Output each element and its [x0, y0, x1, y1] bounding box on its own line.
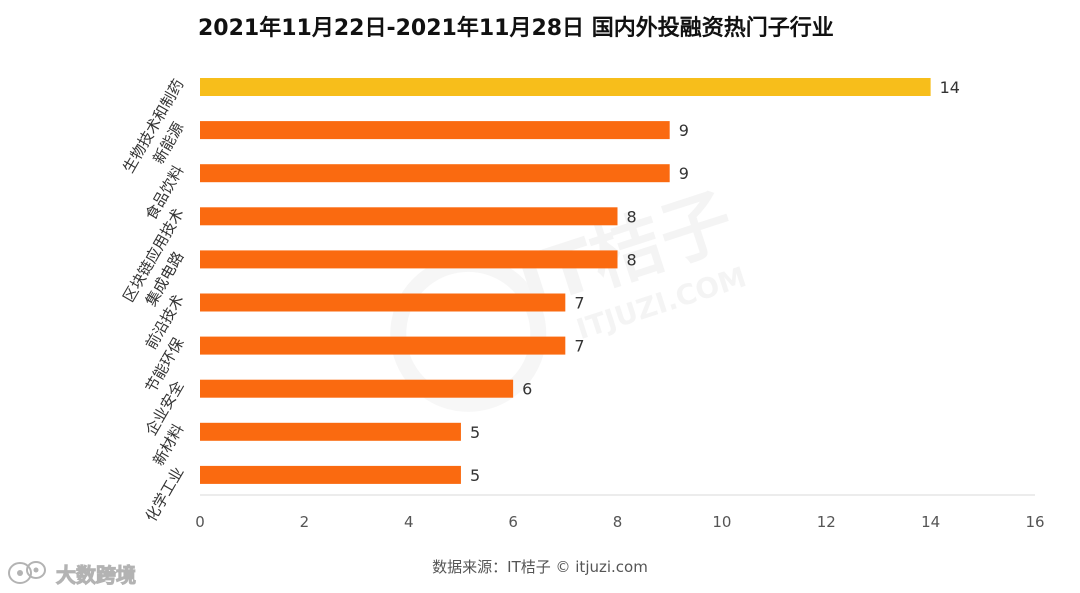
- x-tick-label: 4: [404, 513, 414, 531]
- value-label: 8: [627, 207, 637, 226]
- value-label: 7: [574, 294, 584, 313]
- category-labels-layer: 生物技术和制药新能源食品饮料区块链应用技术集成电路前沿技术节能环保企业安全新材料…: [119, 76, 187, 525]
- value-labels-layer: 14 9 9 8 8 7 7 6 5 5: [470, 78, 960, 485]
- x-tick-label: 14: [921, 513, 940, 531]
- value-label: 8: [627, 250, 637, 269]
- value-label: 9: [679, 121, 689, 140]
- value-label: 9: [679, 164, 689, 183]
- bar: [200, 379, 514, 398]
- x-tick-label: 12: [817, 513, 836, 531]
- value-label: 6: [522, 380, 532, 399]
- bar: [200, 250, 618, 269]
- x-tick-label: 0: [195, 513, 205, 531]
- bubble-logo-icon: [8, 561, 46, 584]
- category-label: 化学工业: [142, 464, 188, 525]
- x-tick-label: 2: [300, 513, 310, 531]
- x-tick-label: 16: [1025, 513, 1044, 531]
- brand-watermark: 大数跨境: [6, 558, 137, 588]
- x-tick-label: 8: [613, 513, 623, 531]
- bar: [200, 164, 670, 183]
- bar: [200, 293, 566, 312]
- bar: [200, 78, 931, 96]
- bar: [200, 422, 461, 441]
- source-note: 数据来源：IT桔子 © itjuzi.com: [432, 558, 648, 576]
- brand-watermark-text: 大数跨境: [56, 562, 137, 587]
- x-tick-label: 10: [712, 513, 731, 531]
- bar: [200, 336, 566, 355]
- bar: [200, 207, 618, 226]
- value-label: 5: [470, 423, 480, 442]
- value-label: 5: [470, 466, 480, 485]
- bars-layer: [200, 78, 931, 484]
- value-label: 14: [940, 78, 960, 97]
- bar: [200, 121, 670, 140]
- bar: [200, 465, 461, 484]
- value-label: 7: [574, 337, 584, 356]
- x-tick-label: 6: [508, 513, 518, 531]
- chart-title: 2021年11月22日-2021年11月28日 国内外投融资热门子行业: [198, 16, 834, 41]
- x-ticks-layer: 0 2 4 6 8 10 12 14 16: [195, 513, 1044, 531]
